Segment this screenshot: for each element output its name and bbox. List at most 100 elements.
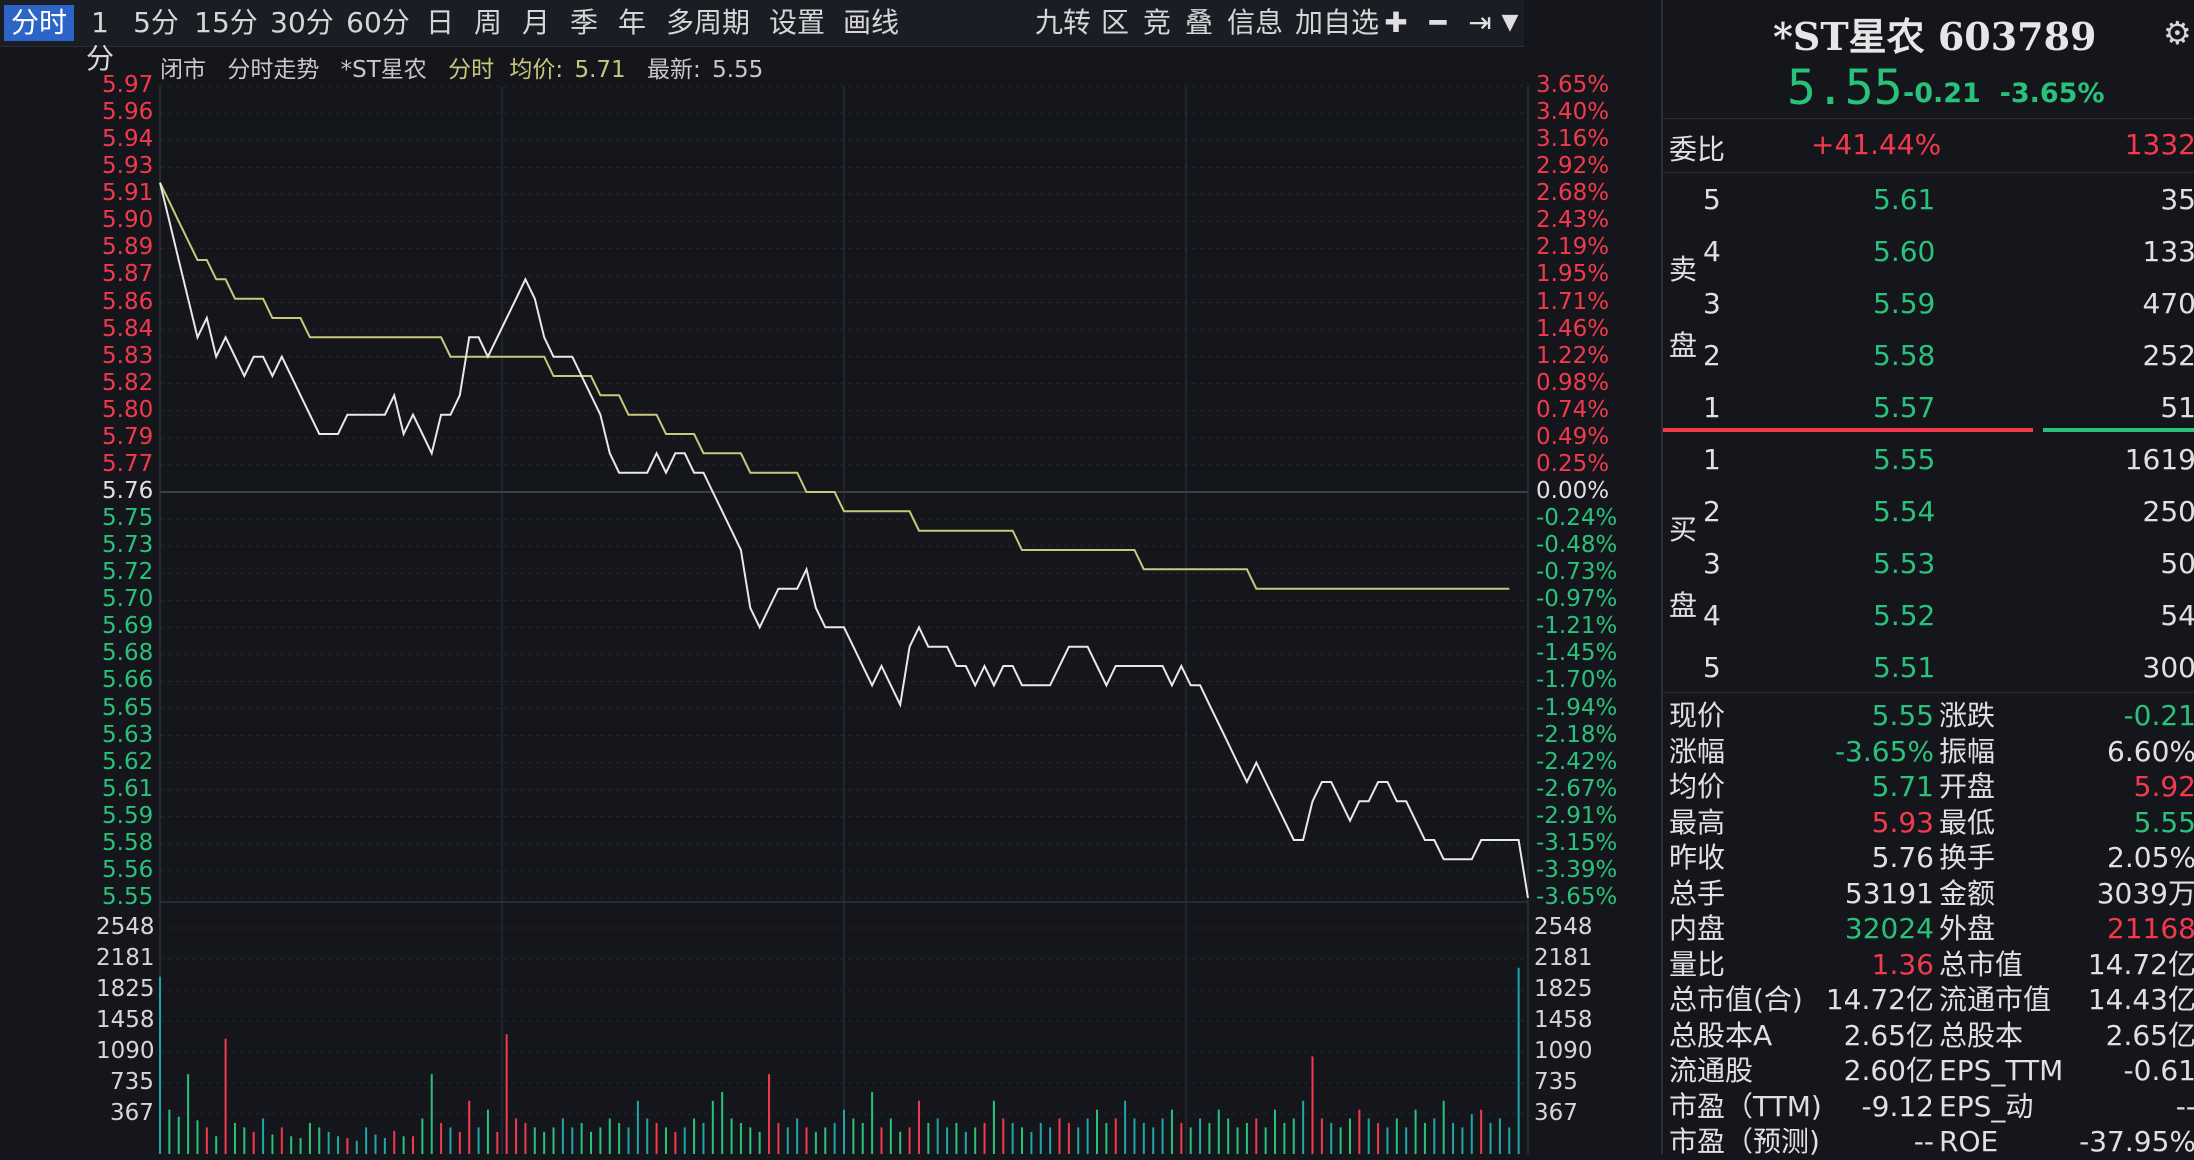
tool-button-0[interactable]: 九转 (1034, 6, 1091, 39)
pct-tick: -0.97% (1536, 586, 1618, 613)
pct-tick: -1.70% (1536, 667, 1618, 694)
stat-label: 均价 (1669, 770, 1726, 803)
stat-row: 昨收 5.76 换手 2.05% (1663, 840, 2194, 876)
stat-label: 市盈（预测) (1669, 1125, 1820, 1158)
tool-button-4[interactable]: 信息 (1226, 6, 1283, 39)
period-tab-10[interactable]: 年 (617, 6, 646, 39)
stat-label: 涨幅 (1669, 734, 1726, 768)
period-toolbar: 分时 1分 5分 15分 30分 60分日周月季年多周期 设置 画线 九转区竞叠信息 加自选 ✚… (0, 0, 1524, 75)
ask-price: 5.61 (1873, 183, 1936, 216)
stat-value: 2.05% (2107, 841, 2194, 874)
weibi-vol: 1332 (2124, 128, 2194, 161)
stat-row: 量比 1.36 总市值 14.72亿 (1663, 947, 2194, 983)
stat-value: 21168 (2106, 912, 2194, 945)
period-tab-7[interactable]: 周 (473, 6, 502, 39)
pct-tick: 0.98% (1536, 369, 1610, 396)
period-tab-9[interactable]: 季 (569, 6, 598, 39)
period-tab-11[interactable]: 多周期 (665, 6, 750, 39)
pct-tick: 3.40% (1536, 99, 1610, 126)
bid-row[interactable]: 2 5.54 250 (1703, 492, 2194, 532)
gear-icon[interactable]: ⚙ (2163, 14, 2192, 52)
intraday-chart[interactable] (0, 0, 1660, 1154)
stat-row: 总股本A 2.65亿 总股本 2.65亿 (1663, 1018, 2194, 1054)
stat-value: 3039万 (2096, 876, 2194, 910)
price-tick: 5.82 (102, 369, 154, 396)
volume-tick-right: 2181 (1534, 945, 1593, 971)
sell-side-label: 卖盘 (1669, 253, 1698, 362)
stat-label: EPS_动 (1939, 1089, 2034, 1123)
stat-value: 14.72亿 (2087, 947, 2194, 981)
period-tab-8[interactable]: 月 (521, 6, 550, 39)
period-tab-2[interactable]: 5分 (133, 6, 179, 39)
bid-price: 5.55 (1873, 443, 1936, 476)
change-pct: -3.65% (1999, 78, 2105, 109)
volume-tick: 1090 (96, 1038, 155, 1064)
stat-label: EPS_TTM (1939, 1054, 2064, 1087)
stat-value: -- (2175, 1089, 2194, 1123)
change-value: -0.21 (1903, 78, 1981, 109)
stat-label: 内盘 (1669, 912, 1726, 945)
stat-label: 流通股 (1669, 1054, 1754, 1087)
tool-button-2[interactable]: 竞 (1142, 6, 1171, 39)
tool-button-3[interactable]: 叠 (1184, 6, 1213, 39)
stat-label: 市盈（TTM) (1669, 1089, 1822, 1123)
bid-row[interactable]: 5 5.51 300 (1703, 648, 2194, 688)
stat-label: 量比 (1669, 947, 1726, 981)
bid-level: 3 (1703, 547, 1721, 580)
stat-row: 涨幅 -3.65% 振幅 6.60% (1663, 734, 2194, 770)
bid-volume: 300 (2142, 651, 2194, 684)
pct-tick: 0.25% (1536, 450, 1610, 477)
stat-row: 均价 5.71 开盘 5.92 (1663, 769, 2194, 805)
pct-tick: -0.48% (1536, 532, 1618, 559)
market-status: 闭市 (160, 57, 206, 83)
bid-volume: 54 (2160, 599, 2194, 632)
bid-volume: 1619 (2124, 443, 2194, 476)
ask-price: 5.60 (1873, 235, 1936, 268)
bid-price: 5.51 (1873, 651, 1936, 684)
bid-price: 5.54 (1873, 495, 1936, 528)
price-tick: 5.89 (102, 234, 154, 261)
chart-info-line: 闭市 分时走势 *ST星农 分时 均价: 5.71 最新: 5.55 (160, 50, 777, 84)
pct-tick: -3.15% (1536, 829, 1618, 856)
stat-label: 流通市值 (1939, 983, 2052, 1016)
stat-label: 总股本 (1939, 1018, 2024, 1052)
stat-label: 振幅 (1939, 734, 1996, 768)
price-tick: 5.96 (102, 99, 154, 126)
stat-label: 现价 (1669, 699, 1726, 732)
stat-value: 5.93 (1871, 805, 1934, 839)
bid-row[interactable]: 3 5.53 50 (1703, 544, 2194, 584)
ask-row[interactable]: 1 5.57 51 (1703, 388, 2194, 428)
tool-button-5[interactable]: 加自选 (1294, 6, 1379, 39)
period-tab-3[interactable]: 15分 (194, 6, 258, 39)
bid-row[interactable]: 4 5.52 54 (1703, 596, 2194, 636)
jump-end-icon[interactable]: ⇥ (1468, 6, 1492, 39)
pct-tick: 3.16% (1536, 126, 1610, 153)
ask-row[interactable]: 4 5.60 133 (1703, 232, 2194, 272)
price-tick: 5.55 (102, 884, 154, 910)
price-tick: 5.72 (102, 559, 154, 586)
stat-value: 1.36 (1871, 947, 1934, 981)
bid-row[interactable]: 1 5.55 1619 (1703, 440, 2194, 480)
ask-row[interactable]: 3 5.59 470 (1703, 284, 2194, 324)
price-tick: 5.66 (102, 667, 154, 694)
dropdown-icon[interactable]: ▼ (1501, 10, 1519, 35)
zoom-out-icon[interactable]: ━ (1429, 6, 1447, 39)
stat-label: 总手 (1669, 876, 1726, 910)
ask-row[interactable]: 2 5.58 252 (1703, 336, 2194, 376)
volume-tick-right: 1090 (1534, 1038, 1593, 1064)
period-tab-1[interactable]: 1分 (85, 6, 114, 75)
period-tab-4[interactable]: 30分 (270, 6, 334, 39)
zoom-in-icon[interactable]: ✚ (1384, 6, 1408, 39)
ask-volume: 252 (2142, 339, 2194, 372)
period-tab-12[interactable]: 设置 (768, 6, 825, 39)
period-tab-0[interactable]: 分时 (4, 5, 74, 41)
stat-value: 5.92 (2133, 770, 2194, 803)
period-tab-6[interactable]: 日 (425, 6, 454, 39)
period-tab-5[interactable]: 60分 (346, 6, 410, 39)
pct-tick: -3.39% (1536, 856, 1618, 883)
ask-row[interactable]: 5 5.61 35 (1703, 180, 2194, 220)
period-tab-13[interactable]: 画线 (842, 6, 899, 39)
bid-level: 4 (1703, 599, 1721, 632)
tool-button-1[interactable]: 区 (1100, 6, 1129, 39)
stat-value: -37.95% (2079, 1125, 2194, 1158)
